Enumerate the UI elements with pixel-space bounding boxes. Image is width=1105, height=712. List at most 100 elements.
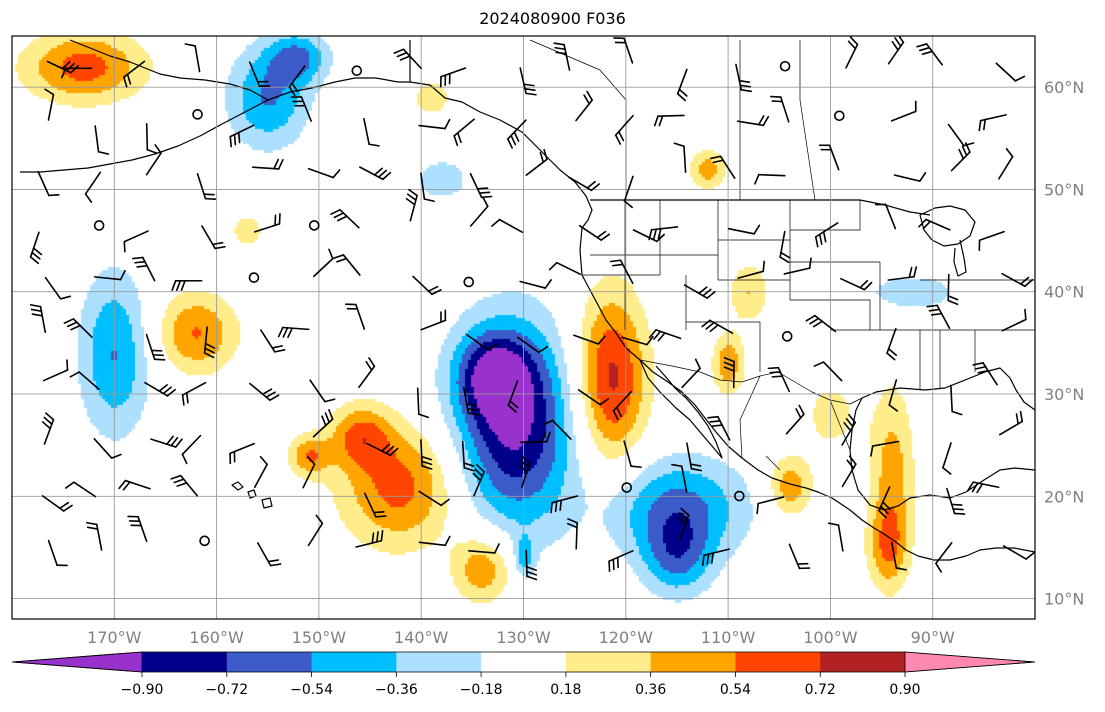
wind-barb [29, 304, 47, 334]
wind-barb [1001, 272, 1034, 288]
wind-barb [145, 122, 158, 154]
border-10 [686, 321, 761, 372]
wind-barb [548, 261, 582, 275]
wind-barb [623, 175, 634, 209]
wind-barb [519, 67, 537, 96]
lon-tick-label: 130°W [496, 628, 551, 647]
wind-barb [614, 114, 634, 145]
colorbar-bin [565, 652, 652, 672]
wind-barb [253, 455, 268, 489]
lon-tick-label: 170°W [87, 628, 142, 647]
wind-barb [886, 327, 898, 361]
lake-michigan [953, 239, 967, 277]
wind-barb [676, 68, 688, 102]
wind-barb [870, 440, 900, 457]
wind-barb [93, 220, 105, 231]
wind-barb [707, 415, 731, 441]
wind-barb [420, 309, 447, 331]
wind-barb [767, 366, 790, 393]
wind-barb [978, 114, 1007, 132]
wind-barb [918, 218, 951, 231]
wind-barb [553, 42, 571, 71]
colorbar-tick-label: 0.18 [550, 682, 581, 698]
yucatan-coast [849, 397, 1035, 511]
wind-barb [260, 329, 286, 353]
wind-barb [439, 67, 467, 88]
wind-barb [926, 304, 951, 330]
wind-barb [783, 257, 812, 275]
wind-barb [947, 273, 959, 306]
wind-barb [779, 60, 791, 72]
colorbar-bin [226, 652, 313, 672]
wind-barb [170, 474, 199, 497]
colorbar-bin [481, 652, 567, 672]
wind-barb [358, 357, 376, 389]
wind-barb [248, 61, 271, 87]
wind-barb [29, 231, 43, 265]
wind-barb [967, 481, 1000, 494]
wind-barb [677, 507, 690, 541]
wind-barb [468, 543, 500, 554]
wind-barb [756, 496, 785, 515]
internal-borders [529, 39, 1035, 471]
alaska-west-coast [69, 39, 269, 101]
wind-barb [229, 442, 255, 465]
wind-barb [145, 144, 162, 176]
lat-tick-label: 40°N [1044, 283, 1084, 302]
wind-barb [573, 334, 606, 345]
wind-barb [893, 172, 927, 182]
wind-barb [366, 442, 399, 457]
wind-barb [416, 387, 430, 419]
wind-barb [507, 380, 519, 413]
wind-barb [701, 319, 734, 335]
wind-barb [653, 114, 685, 127]
lon-tick-label: 100°W [803, 628, 858, 647]
wind-barb [827, 522, 844, 552]
wind-barb [199, 535, 210, 547]
wind-barb [701, 548, 731, 566]
wind-barb [1002, 545, 1035, 560]
wind-barb [257, 542, 282, 567]
wind-barb [834, 110, 845, 122]
colorbar-tick-label: 0.90 [889, 682, 920, 698]
colorbar-bin [311, 652, 397, 672]
colorbar-bin [142, 652, 228, 672]
alaska-south-coast [267, 77, 410, 101]
wind-barb [420, 172, 435, 203]
wind-barb [312, 248, 334, 278]
wind-barb [887, 266, 918, 281]
colorbar-tick-label: −0.90 [121, 682, 164, 698]
wind-barb [978, 230, 1005, 252]
wind-barb [127, 515, 148, 543]
wind-barb [333, 254, 361, 276]
wind-barb [841, 455, 857, 488]
wind-barb [64, 481, 97, 498]
wind-barb [727, 224, 761, 235]
border-26 [829, 399, 851, 451]
wind-barb [308, 220, 320, 231]
wind-barb [516, 336, 548, 354]
wind-barb [566, 518, 578, 550]
wind-barb [942, 442, 952, 475]
wind-barb [93, 269, 126, 281]
wind-barb [950, 142, 971, 172]
wind-barb [44, 276, 72, 300]
lat-tick-label: 10°N [1044, 590, 1084, 609]
wind-barb [61, 67, 93, 79]
colorbar-over [904, 651, 1036, 673]
wind-barb [469, 196, 489, 227]
wind-barb [950, 384, 963, 416]
wind-barb [621, 335, 654, 346]
wind-barb [150, 435, 183, 448]
wind-barb [935, 541, 953, 573]
wind-barb [309, 379, 336, 403]
wind-barb [203, 326, 216, 359]
great-lakes [919, 205, 976, 247]
wind-barb [734, 490, 745, 502]
wind-barb [818, 144, 840, 171]
wind-barb [418, 118, 451, 130]
wind-barb [577, 389, 610, 406]
wind-barb [253, 213, 281, 233]
wind-barb [355, 530, 384, 548]
